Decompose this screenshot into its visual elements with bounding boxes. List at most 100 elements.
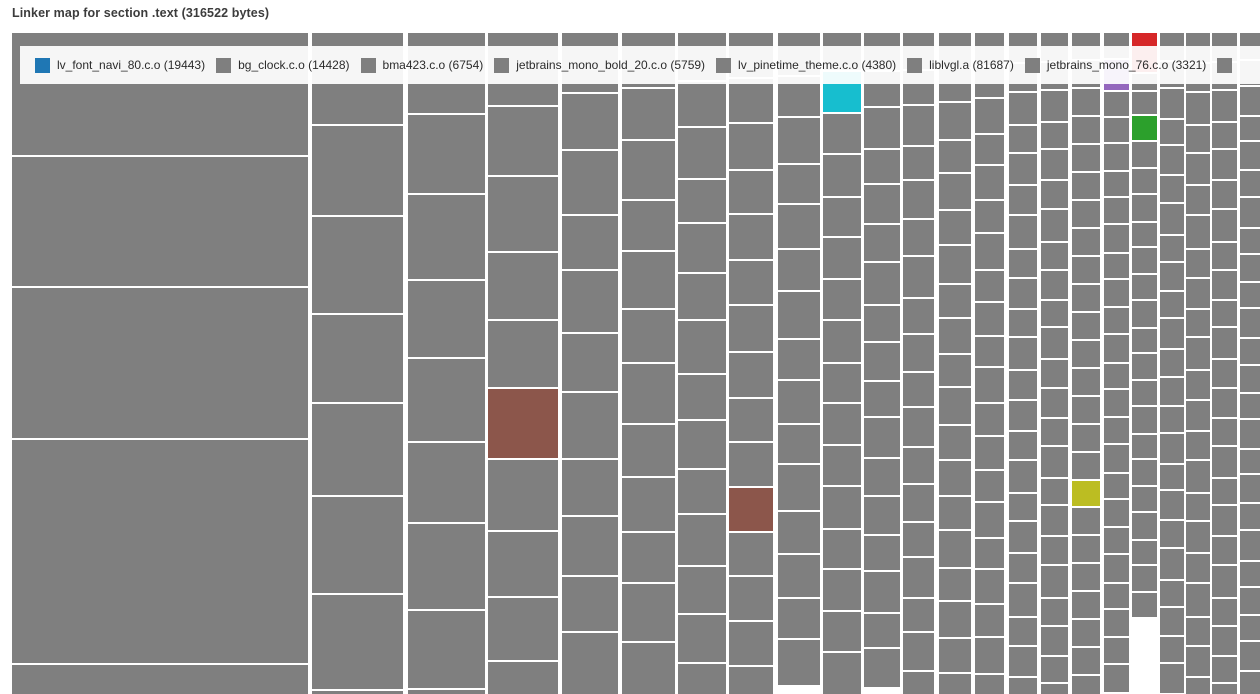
treemap-cell[interactable]	[1160, 407, 1184, 432]
treemap-cell[interactable]	[1212, 506, 1237, 535]
treemap-cell[interactable]	[1186, 554, 1210, 582]
treemap-cell[interactable]	[562, 151, 618, 214]
treemap-cell[interactable]	[823, 198, 861, 236]
treemap-cell[interactable]	[1104, 364, 1129, 388]
treemap-cell[interactable]	[1186, 279, 1210, 308]
treemap-cell[interactable]	[864, 418, 900, 457]
treemap-cell[interactable]	[823, 238, 861, 278]
treemap-cell[interactable]	[1104, 118, 1129, 142]
treemap-cell[interactable]	[1212, 479, 1237, 504]
treemap-cell[interactable]	[488, 532, 558, 596]
treemap-cell[interactable]	[975, 337, 1004, 366]
treemap-cell[interactable]	[1132, 381, 1157, 405]
treemap-cell[interactable]	[1072, 620, 1100, 646]
treemap-cell[interactable]	[729, 577, 773, 620]
treemap-cell[interactable]	[1041, 537, 1068, 564]
treemap-cell[interactable]	[939, 246, 971, 283]
treemap-cell[interactable]	[864, 459, 900, 495]
treemap-cell[interactable]	[1009, 584, 1037, 616]
treemap-cell[interactable]	[1132, 460, 1157, 485]
treemap-cell[interactable]	[408, 443, 485, 522]
treemap-cell[interactable]	[975, 539, 1004, 568]
treemap-cell[interactable]	[1132, 195, 1157, 221]
treemap-cell[interactable]	[488, 598, 558, 660]
treemap-cell[interactable]	[864, 572, 900, 612]
treemap-cell[interactable]	[729, 79, 773, 122]
treemap-cell[interactable]	[864, 497, 900, 534]
treemap-cell[interactable]	[1009, 126, 1037, 152]
treemap-cell[interactable]	[1041, 447, 1068, 477]
treemap-cell[interactable]	[1072, 564, 1100, 590]
treemap-cell[interactable]	[823, 653, 861, 694]
treemap-cell[interactable]	[1132, 275, 1157, 299]
treemap-cell[interactable]	[939, 388, 971, 424]
treemap-cell[interactable]	[1240, 229, 1260, 253]
treemap-cell[interactable]	[678, 615, 726, 662]
treemap-cell[interactable]	[312, 595, 403, 689]
treemap-cell[interactable]	[1041, 123, 1068, 148]
treemap-cell[interactable]	[1104, 254, 1129, 278]
treemap-cell[interactable]	[903, 633, 934, 670]
treemap-cell[interactable]	[1160, 292, 1184, 317]
treemap-cell[interactable]	[939, 141, 971, 172]
treemap-cell[interactable]	[975, 99, 1004, 133]
treemap-cell[interactable]	[778, 512, 820, 553]
treemap-cell[interactable]	[622, 584, 675, 641]
treemap-cell[interactable]	[1009, 401, 1037, 430]
treemap-cell[interactable]	[678, 180, 726, 222]
treemap-cell[interactable]	[975, 166, 1004, 199]
treemap-cell[interactable]	[778, 425, 820, 463]
treemap-cell[interactable]	[903, 257, 934, 297]
treemap-cell[interactable]	[975, 503, 1004, 537]
treemap-cell[interactable]	[975, 675, 1004, 694]
treemap-cell[interactable]	[1240, 283, 1260, 307]
treemap-cell[interactable]	[678, 128, 726, 178]
treemap-cell[interactable]	[1009, 216, 1037, 248]
treemap-cell[interactable]	[864, 108, 900, 148]
treemap-cell[interactable]	[939, 639, 971, 672]
treemap-cell[interactable]	[1240, 475, 1260, 502]
treemap-cell[interactable]	[1132, 541, 1157, 564]
treemap-cell[interactable]	[903, 106, 934, 145]
treemap-cell[interactable]	[823, 321, 861, 362]
treemap-cell[interactable]	[1186, 93, 1210, 124]
treemap-cell[interactable]	[903, 523, 934, 556]
treemap-cell[interactable]	[562, 216, 618, 269]
treemap-cell[interactable]	[1212, 181, 1237, 208]
treemap-cell[interactable]	[1041, 360, 1068, 387]
treemap-cell[interactable]	[975, 638, 1004, 673]
treemap-cell[interactable]	[1072, 397, 1100, 423]
treemap-cell[interactable]	[1240, 420, 1260, 448]
treemap-cell[interactable]	[1212, 657, 1237, 682]
treemap-cell[interactable]	[1186, 310, 1210, 336]
treemap-cell[interactable]	[1160, 637, 1184, 662]
treemap-cell[interactable]	[1132, 301, 1157, 327]
treemap-cell[interactable]	[678, 515, 726, 565]
treemap-cell[interactable]	[975, 271, 1004, 301]
treemap-cell[interactable]	[622, 533, 675, 582]
treemap-cell[interactable]	[1212, 210, 1237, 241]
treemap-cell[interactable]	[488, 662, 558, 694]
treemap-cell[interactable]	[778, 465, 820, 510]
treemap-cell[interactable]	[864, 306, 900, 341]
treemap-cell[interactable]	[975, 201, 1004, 232]
treemap-cell[interactable]	[1072, 341, 1100, 367]
treemap-cell[interactable]	[729, 171, 773, 213]
treemap-cell[interactable]	[12, 157, 308, 286]
treemap-cell[interactable]	[1186, 461, 1210, 492]
treemap-cell[interactable]	[1212, 389, 1237, 417]
treemap-cell[interactable]	[975, 605, 1004, 636]
treemap-cell[interactable]	[1104, 610, 1129, 636]
treemap-cell[interactable]	[1240, 394, 1260, 418]
treemap-cell[interactable]	[1240, 450, 1260, 473]
treemap-cell[interactable]	[1240, 171, 1260, 196]
treemap-cell[interactable]	[823, 280, 861, 319]
treemap-cell[interactable]	[1160, 581, 1184, 606]
treemap-cell[interactable]	[1009, 93, 1037, 124]
treemap-cell[interactable]	[1160, 89, 1184, 118]
legend-item[interactable]: jetbrains_mono_bold_20.c.o (5759)	[494, 57, 705, 73]
legend-item[interactable]: bg_clock.c.o (14428)	[216, 57, 350, 73]
treemap-cell[interactable]	[488, 460, 558, 530]
treemap-cell[interactable]	[562, 460, 618, 515]
treemap-cell[interactable]	[1212, 271, 1237, 299]
